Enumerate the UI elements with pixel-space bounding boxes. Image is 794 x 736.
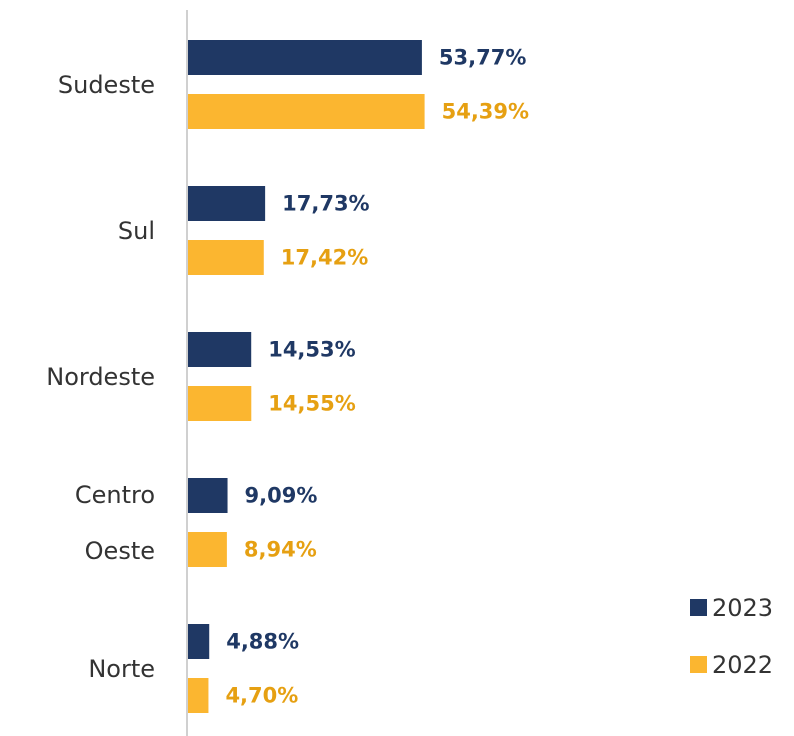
bar bbox=[188, 240, 264, 275]
legend-swatch bbox=[690, 656, 707, 673]
legend-label: 2022 bbox=[712, 651, 773, 679]
value-label: 4,88% bbox=[226, 630, 299, 654]
value-label: 9,09% bbox=[245, 484, 318, 508]
value-label: 14,55% bbox=[268, 392, 355, 416]
bar bbox=[188, 678, 209, 713]
legend-label: 2023 bbox=[712, 594, 773, 622]
bar bbox=[188, 532, 227, 567]
bar bbox=[188, 332, 252, 367]
bar bbox=[188, 624, 210, 659]
bar bbox=[188, 94, 425, 129]
category-label: Norte bbox=[88, 654, 155, 683]
value-label: 17,73% bbox=[282, 192, 369, 216]
value-label: 4,70% bbox=[225, 684, 298, 708]
bar bbox=[188, 386, 252, 421]
category-label: Sudeste bbox=[57, 70, 155, 99]
bar bbox=[188, 40, 422, 75]
value-label: 8,94% bbox=[244, 538, 317, 562]
category-label: Centro Oeste bbox=[74, 480, 155, 565]
value-label: 53,77% bbox=[439, 46, 526, 70]
category-label: Sul bbox=[117, 216, 155, 245]
bar bbox=[188, 478, 228, 513]
value-label: 14,53% bbox=[268, 338, 355, 362]
value-label: 54,39% bbox=[442, 100, 529, 124]
bar bbox=[188, 186, 266, 221]
value-label: 17,42% bbox=[281, 246, 368, 270]
category-label: Nordeste bbox=[46, 362, 155, 391]
legend-swatch bbox=[690, 599, 707, 616]
